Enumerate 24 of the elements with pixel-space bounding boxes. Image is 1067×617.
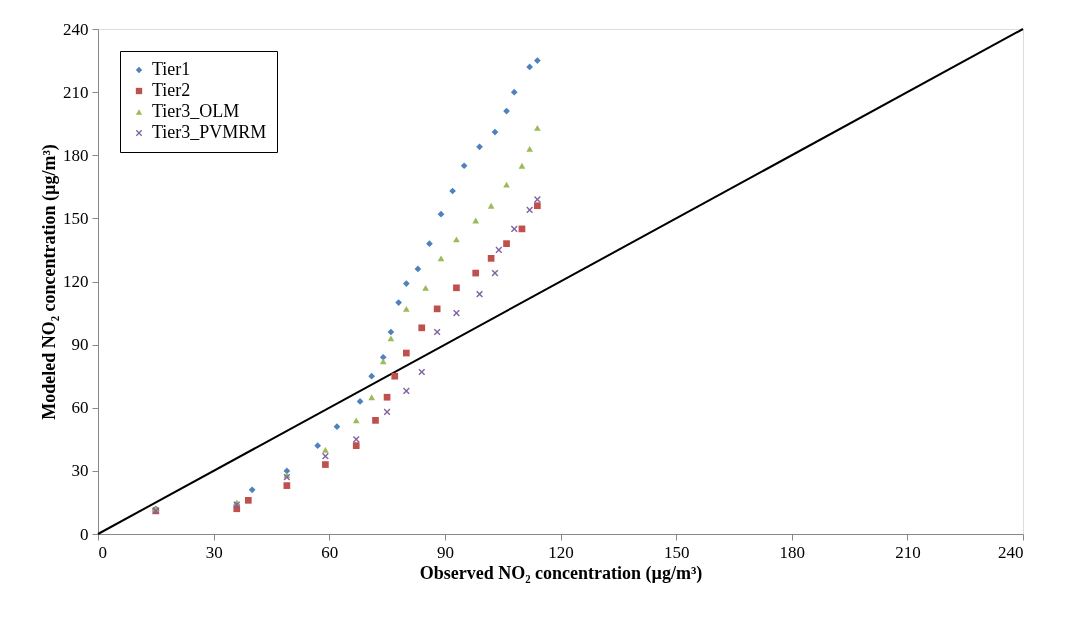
legend-label: Tier3_PVMRM	[152, 122, 267, 142]
x-tick-label: 120	[548, 542, 574, 562]
legend-label: Tier3_OLM	[152, 101, 240, 121]
x-tick-label: 180	[779, 542, 805, 562]
y-tick-label: 120	[63, 272, 89, 291]
y-tick-label: 210	[63, 82, 89, 102]
y-tick-label: 90	[71, 335, 89, 355]
y-tick-label: 60	[71, 398, 89, 418]
x-tick-label: 30	[205, 542, 223, 562]
x-tick-label: 90	[436, 542, 454, 562]
legend-label: Tier1	[152, 59, 191, 79]
x-tick-label: 240	[998, 542, 1024, 562]
y-tick-label: 30	[71, 461, 89, 481]
y-tick-label: 150	[63, 208, 89, 228]
y-axis-title: Modeled NO₂ concentration (µg/m³)	[39, 144, 60, 420]
y-tick-label: 0	[80, 524, 89, 544]
y-tick-label: 240	[63, 19, 89, 39]
legend-label: Tier2	[152, 80, 191, 100]
x-tick-label: 60	[321, 542, 339, 562]
y-tick-label: 180	[63, 145, 89, 165]
x-tick-label: 150	[663, 542, 690, 562]
x-tick-label: 210	[895, 542, 921, 562]
x-axis-title: Observed NO₂ concentration (µg/m³)	[419, 562, 703, 584]
x-tick-label: 0	[98, 542, 107, 562]
